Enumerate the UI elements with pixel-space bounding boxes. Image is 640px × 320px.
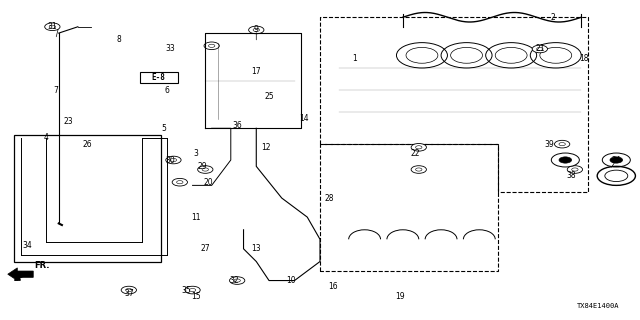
Circle shape: [554, 140, 570, 148]
Text: 6: 6: [164, 86, 170, 95]
Text: 25: 25: [264, 92, 274, 101]
Text: 39: 39: [545, 140, 554, 148]
Text: E-8: E-8: [152, 73, 166, 82]
Circle shape: [559, 157, 572, 163]
Text: 20: 20: [204, 178, 213, 187]
Text: 18: 18: [580, 54, 589, 63]
Circle shape: [230, 277, 245, 284]
Text: 31: 31: [47, 22, 57, 31]
Text: 26: 26: [83, 140, 92, 148]
Polygon shape: [8, 268, 33, 281]
Text: 12: 12: [261, 143, 271, 152]
Text: 7: 7: [53, 86, 58, 95]
Text: 4: 4: [44, 133, 49, 142]
Text: 32: 32: [229, 276, 239, 285]
Circle shape: [45, 23, 60, 31]
Circle shape: [532, 45, 547, 53]
Text: 1: 1: [353, 54, 357, 63]
Text: 17: 17: [252, 67, 261, 76]
Text: 16: 16: [328, 282, 337, 292]
Circle shape: [567, 166, 582, 173]
Text: 24: 24: [611, 156, 621, 164]
Circle shape: [121, 286, 136, 294]
Text: 30: 30: [165, 156, 175, 164]
Text: 3: 3: [193, 149, 198, 158]
Circle shape: [248, 26, 264, 34]
Text: 11: 11: [191, 212, 200, 222]
Text: 19: 19: [395, 292, 404, 301]
Circle shape: [185, 286, 200, 294]
Text: TX84E1400A: TX84E1400A: [577, 303, 620, 309]
Text: 35: 35: [181, 285, 191, 295]
Text: 8: 8: [117, 35, 122, 44]
Text: 27: 27: [200, 244, 210, 253]
Text: 38: 38: [567, 172, 577, 180]
Circle shape: [166, 156, 181, 164]
Text: 21: 21: [535, 44, 545, 53]
Text: FR.: FR.: [35, 261, 50, 270]
Text: 15: 15: [191, 292, 200, 301]
Text: 29: 29: [197, 162, 207, 171]
Text: 22: 22: [411, 149, 420, 158]
Text: 23: 23: [63, 117, 73, 126]
Circle shape: [411, 166, 426, 173]
Text: 14: 14: [300, 114, 309, 123]
Text: 9: 9: [254, 25, 259, 35]
Text: 13: 13: [252, 244, 261, 253]
Circle shape: [204, 42, 220, 50]
Circle shape: [551, 153, 579, 167]
Text: 37: 37: [124, 289, 134, 298]
Text: 5: 5: [161, 124, 166, 133]
Text: 34: 34: [22, 241, 32, 250]
Circle shape: [198, 166, 213, 173]
Circle shape: [411, 143, 426, 151]
Text: 28: 28: [325, 194, 334, 203]
Text: 2: 2: [550, 13, 555, 22]
Circle shape: [602, 153, 630, 167]
Text: 36: 36: [232, 121, 242, 130]
Circle shape: [172, 178, 188, 186]
Text: 33: 33: [165, 44, 175, 53]
Circle shape: [610, 157, 623, 163]
Text: 10: 10: [287, 276, 296, 285]
